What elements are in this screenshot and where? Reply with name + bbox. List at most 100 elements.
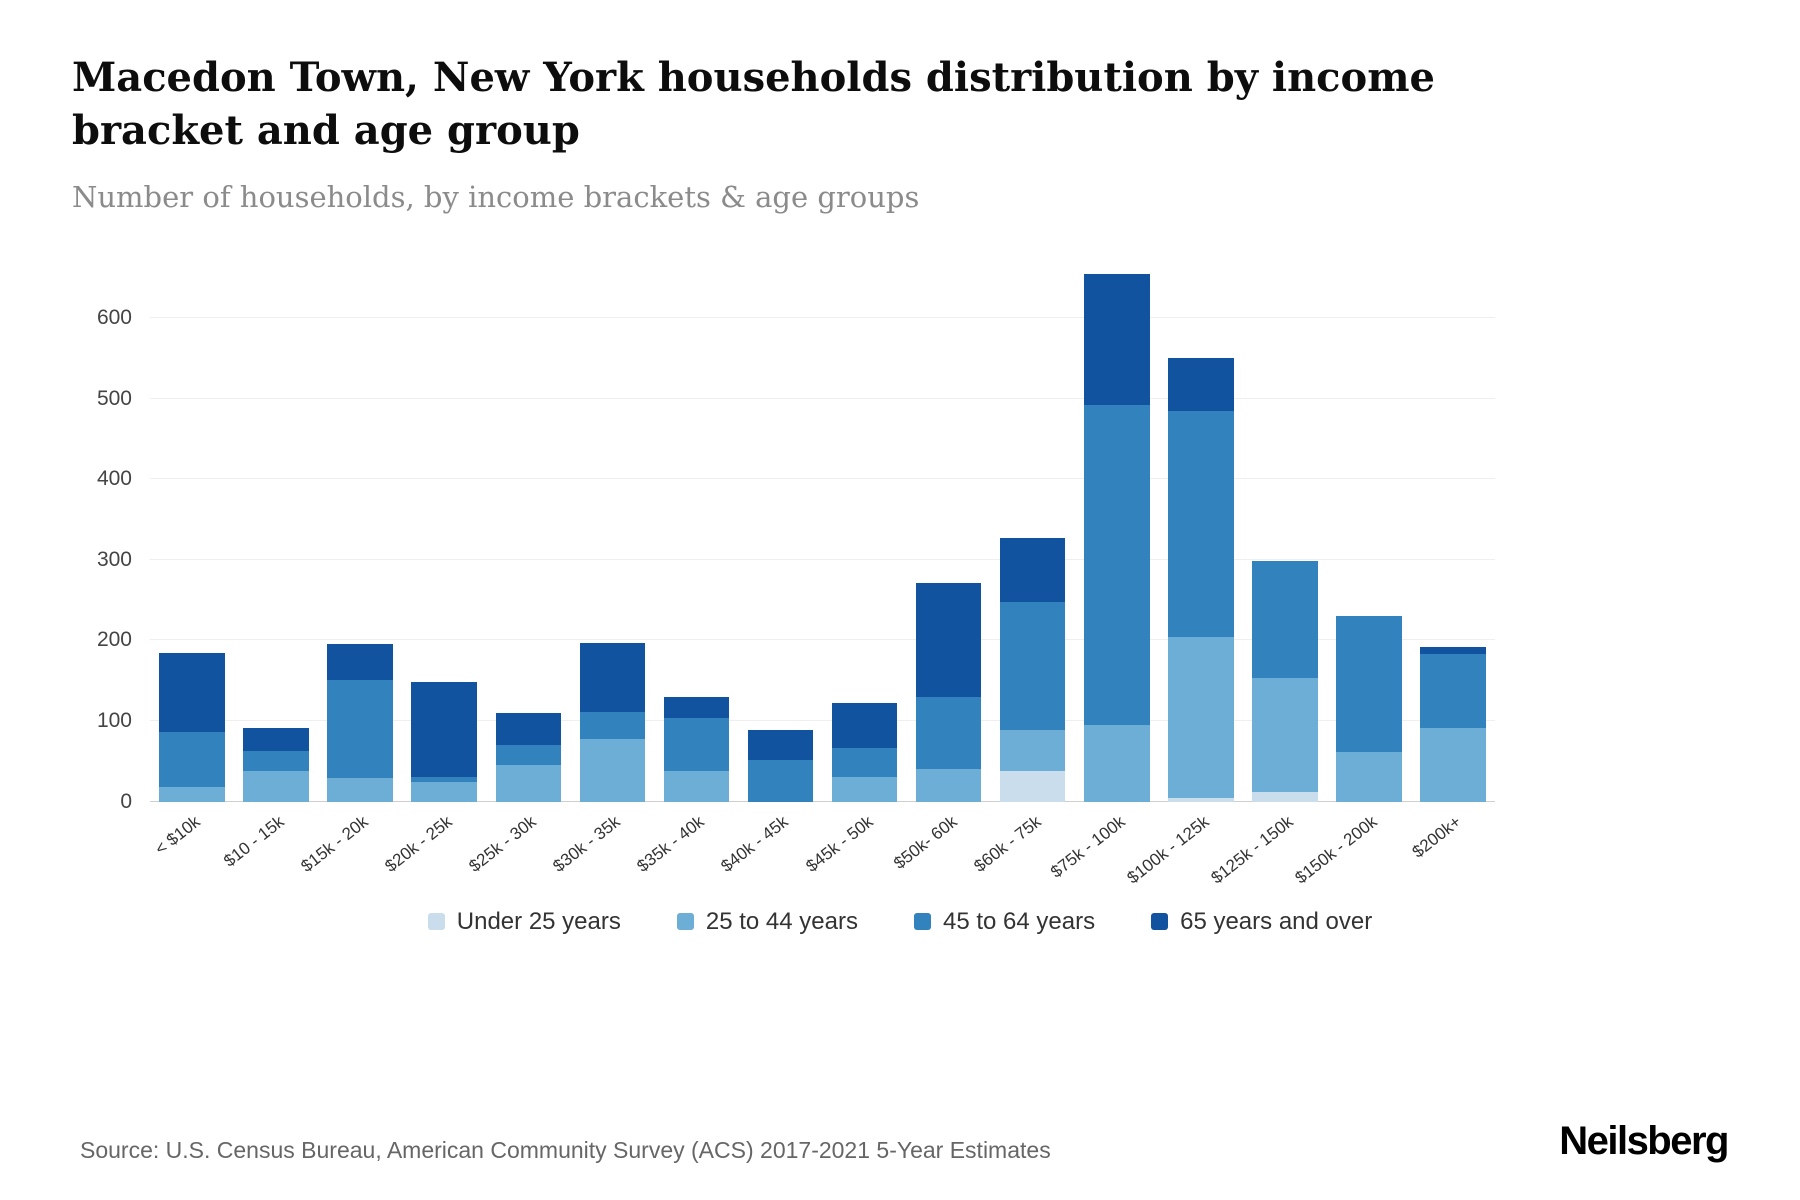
chart-subtitle: Number of households, by income brackets…: [72, 179, 920, 214]
bar-segment[interactable]: [1420, 654, 1486, 729]
bar-segment[interactable]: [663, 717, 730, 771]
bar-segment[interactable]: [663, 771, 730, 802]
x-axis-label: $15k - 20k: [297, 811, 372, 876]
gridline: [150, 397, 1495, 399]
bar-segment[interactable]: [915, 769, 982, 802]
bar-column: [654, 262, 738, 802]
bar-column: [1327, 262, 1411, 802]
bar-segment[interactable]: [243, 750, 309, 771]
bar-column: [570, 262, 654, 802]
bar-segment[interactable]: [579, 738, 646, 802]
bar-segment[interactable]: [1168, 358, 1234, 411]
legend-swatch: [427, 913, 445, 931]
bar-segment[interactable]: [159, 731, 225, 788]
bar-segment[interactable]: [495, 713, 562, 746]
x-axis-label: $45k - 50k: [801, 811, 877, 876]
bar-segment[interactable]: [999, 601, 1066, 730]
bar-segment[interactable]: [747, 759, 814, 802]
plot-outer: 0 100 200 300 400 500 600 < $10k $10 - 15k $15k …: [97, 262, 1495, 898]
legend-swatch: [676, 913, 694, 931]
bar-segment[interactable]: [243, 727, 309, 751]
bar-segment[interactable]: [327, 679, 393, 779]
bar-segment[interactable]: [831, 702, 898, 749]
bar-segment[interactable]: [495, 765, 562, 802]
legend-item[interactable]: 45 to 64 years: [913, 907, 1096, 936]
bar-segment[interactable]: [831, 748, 898, 778]
legend-label: 45 to 64 years: [942, 907, 1096, 935]
chart-title: Macedon Town, New York households distri…: [72, 54, 1435, 154]
stacked-bar: [1083, 273, 1150, 802]
x-axis-label: $75k - 100k: [1046, 811, 1129, 882]
chart-region: 0 100 200 300 400 500 600 < $10k $10 - 15k $15k …: [72, 262, 1728, 936]
bar-column: [318, 262, 402, 802]
bar-segment[interactable]: [1168, 797, 1234, 802]
bar-segment[interactable]: [1168, 637, 1234, 798]
neilsberg-logo: Neilsberg: [1559, 1119, 1729, 1163]
stacked-bar: [327, 643, 393, 802]
bar-segment[interactable]: [1420, 728, 1486, 802]
x-axis-label: $200k+: [1408, 811, 1465, 862]
stacked-bar: [1336, 616, 1402, 802]
x-axis-label: $25k - 30k: [465, 811, 540, 876]
bar-segment[interactable]: [495, 745, 562, 766]
bar-segment[interactable]: [915, 696, 982, 770]
stacked-bar: [1420, 646, 1486, 802]
bar-segment[interactable]: [159, 652, 225, 732]
legend-item[interactable]: 65 years and over: [1151, 908, 1372, 936]
gridline: [150, 317, 1495, 319]
x-axis-label: $50k- 60k: [889, 811, 961, 873]
bar-column: [738, 262, 822, 802]
bar-segment[interactable]: [1083, 725, 1150, 802]
bar-segment[interactable]: [999, 729, 1066, 771]
gridline: [150, 800, 1495, 802]
bar-segment[interactable]: [663, 696, 730, 718]
bar-segment[interactable]: [1252, 791, 1318, 802]
bar-segment[interactable]: [1336, 751, 1402, 802]
bar-segment[interactable]: [411, 781, 477, 802]
bar-segment[interactable]: [1252, 678, 1318, 792]
stacked-bar: [915, 583, 982, 802]
bar-column: [150, 262, 234, 802]
stacked-bar: [579, 642, 646, 802]
stacked-bar: [663, 696, 730, 802]
bar-segment[interactable]: [327, 643, 393, 680]
y-tick-label: 200: [96, 628, 132, 652]
bar-segment[interactable]: [915, 583, 982, 697]
legend-swatch: [913, 913, 931, 931]
gridline: [150, 478, 1495, 480]
bar-segment[interactable]: [1168, 410, 1234, 638]
bar-segment[interactable]: [327, 778, 393, 802]
bar-segment[interactable]: [999, 538, 1066, 602]
legend-label: 25 to 44 years: [705, 907, 858, 935]
bar-segment[interactable]: [1336, 616, 1402, 752]
bar-segment[interactable]: [1420, 646, 1486, 655]
bar-segment[interactable]: [1083, 273, 1150, 405]
bar-column: [234, 262, 318, 802]
stacked-bar: [243, 727, 309, 802]
stacked-bar: [1252, 560, 1318, 802]
bar-segment[interactable]: [159, 787, 225, 802]
bar-segment[interactable]: [747, 729, 814, 760]
bars-layer: [150, 262, 1495, 802]
bar-column: [1075, 262, 1159, 802]
legend-item[interactable]: Under 25 years: [427, 908, 621, 936]
bar-segment[interactable]: [243, 771, 309, 802]
legend-item[interactable]: 25 to 44 years: [676, 907, 858, 936]
bar-segment[interactable]: [1252, 560, 1318, 679]
stacked-bar: [831, 702, 898, 802]
bar-segment[interactable]: [579, 712, 646, 739]
footer: Source: U.S. Census Bureau, American Com…: [72, 1119, 1729, 1164]
x-axis-label: $60k - 75k: [970, 811, 1045, 876]
y-tick-label: 100: [96, 709, 132, 732]
bar-segment[interactable]: [411, 682, 477, 777]
bar-segment[interactable]: [411, 776, 477, 782]
y-tick-label: 500: [96, 386, 132, 410]
x-axis-label: $10 - 15k: [220, 811, 288, 871]
plot-area: 0 100 200 300 400 500 600: [97, 262, 1495, 813]
bar-segment[interactable]: [999, 771, 1066, 802]
bar-segment[interactable]: [579, 642, 646, 713]
bar-segment[interactable]: [831, 777, 898, 802]
legend: Under 25 years 25 to 44 years 45 to 64 yea…: [72, 908, 1728, 936]
bar-segment[interactable]: [1083, 405, 1150, 725]
bar-column: [1159, 262, 1243, 802]
